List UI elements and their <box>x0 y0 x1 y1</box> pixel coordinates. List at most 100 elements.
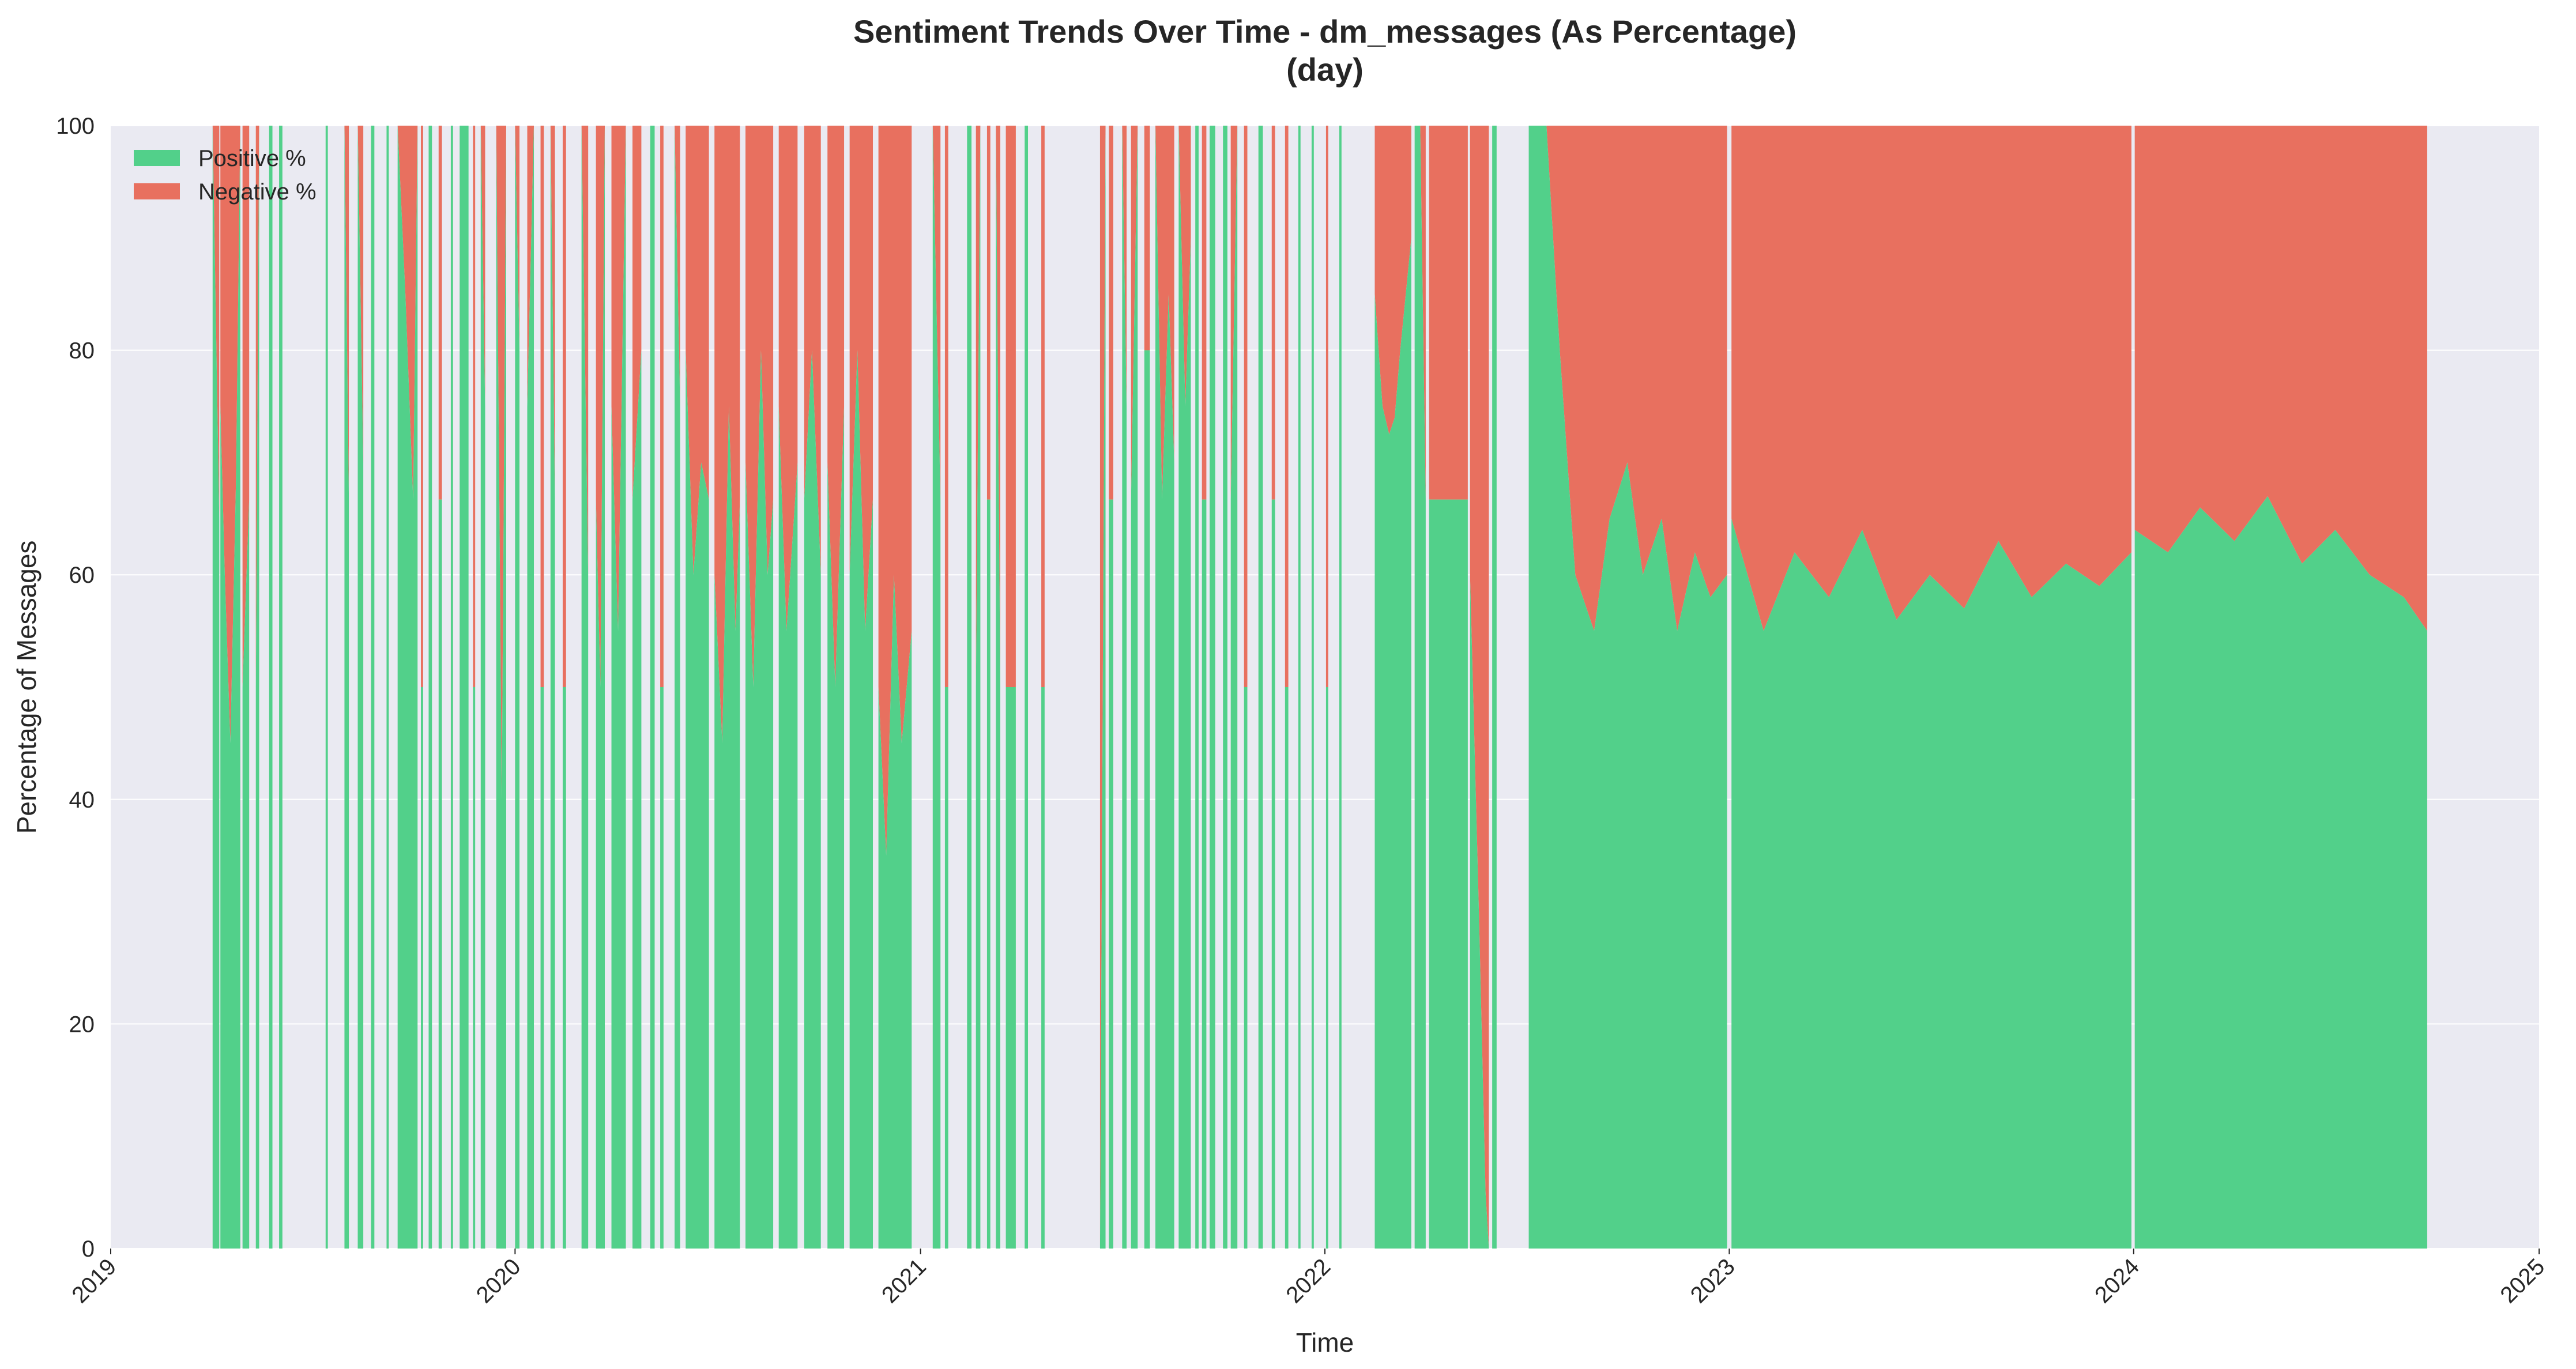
positive-area <box>269 126 273 1249</box>
positive-area <box>827 406 845 1249</box>
positive-area <box>878 575 912 1249</box>
negative-area <box>550 126 555 500</box>
legend-swatch-negative <box>134 183 180 199</box>
negative-area <box>220 126 240 744</box>
positive-area <box>1109 499 1113 1249</box>
x-tick-label: 2021 <box>877 1254 931 1308</box>
y-axis-label: Percentage of Messages <box>12 541 42 834</box>
positive-area <box>220 126 240 1249</box>
positive-area <box>1223 126 1227 1249</box>
positive-area <box>1144 350 1150 1249</box>
legend-label-negative: Negative % <box>198 179 317 205</box>
positive-area <box>1005 687 1016 1249</box>
positive-area <box>1244 687 1248 1249</box>
positive-area <box>515 126 520 1249</box>
x-tick-label: 2025 <box>2495 1254 2549 1308</box>
positive-area <box>1099 126 1106 1249</box>
negative-area <box>632 126 642 500</box>
positive-area <box>1339 126 1342 1249</box>
negative-area <box>986 126 991 500</box>
y-ticks: 0 20 40 60 80 100 <box>56 114 95 1262</box>
positive-area <box>632 350 642 1249</box>
positive-area <box>1155 126 1174 1249</box>
negative-area <box>1470 126 1489 1249</box>
positive-area <box>242 499 250 1249</box>
negative-area <box>878 126 912 856</box>
positive-area <box>1429 499 1468 1249</box>
positive-area <box>1122 126 1127 1249</box>
negative-area <box>1271 126 1275 500</box>
negative-area <box>1041 126 1045 687</box>
x-tick-label: 2023 <box>1686 1254 1740 1308</box>
negative-area <box>562 126 566 687</box>
chart-title: Sentiment Trends Over Time - dm_messages… <box>853 13 1797 50</box>
positive-area <box>1258 126 1263 1249</box>
negative-area <box>527 126 534 406</box>
positive-area <box>1470 575 1489 1249</box>
positive-area <box>1178 126 1191 1249</box>
y-tick-label: 80 <box>69 338 95 364</box>
negative-area <box>1005 126 1016 687</box>
positive-area <box>660 687 664 1249</box>
positive-area <box>527 126 534 1249</box>
negative-area <box>778 126 798 631</box>
y-tick-label: 100 <box>56 114 95 139</box>
positive-area <box>1731 518 2131 1249</box>
negative-area <box>473 126 476 687</box>
negative-area <box>515 126 520 350</box>
chart-subtitle: (day) <box>1286 51 1364 88</box>
positive-area <box>1271 499 1275 1249</box>
positive-area <box>1285 687 1289 1249</box>
positive-area <box>428 126 432 1249</box>
positive-area <box>986 499 991 1249</box>
legend-swatch-positive <box>134 150 180 166</box>
positive-area <box>279 126 283 1249</box>
positive-area <box>686 350 709 1249</box>
negative-area <box>944 126 948 687</box>
positive-area <box>255 126 259 1249</box>
negative-area <box>596 126 605 687</box>
negative-area <box>660 126 664 687</box>
negative-area <box>1178 126 1191 406</box>
positive-area <box>1131 126 1138 1249</box>
negative-area <box>480 126 485 406</box>
y-tick-label: 20 <box>69 1012 95 1037</box>
positive-area <box>675 126 680 1249</box>
positive-area <box>944 687 948 1249</box>
negative-area <box>1374 126 1411 435</box>
negative-area <box>255 126 259 687</box>
negative-area <box>1429 126 1468 500</box>
positive-area <box>849 350 873 1249</box>
positive-area <box>344 126 349 1249</box>
positive-area <box>450 126 453 1249</box>
positive-area <box>967 126 972 1249</box>
negative-area <box>581 126 589 575</box>
negative-area <box>2134 126 2427 631</box>
x-tick-label: 2024 <box>2090 1254 2144 1308</box>
positive-area <box>1230 126 1238 1249</box>
negative-area <box>714 126 740 744</box>
negative-area <box>1244 126 1248 687</box>
positive-area <box>562 687 566 1249</box>
positive-area <box>386 126 389 1249</box>
positive-area <box>804 350 821 1249</box>
x-axis-label: Time <box>1296 1327 1354 1357</box>
positive-area <box>581 126 589 1249</box>
positive-area <box>1210 126 1215 1249</box>
legend: Positive % Negative % <box>134 146 317 205</box>
positive-area <box>1025 126 1029 1249</box>
positive-area <box>1492 126 1497 1249</box>
positive-area <box>1298 126 1301 1249</box>
positive-area <box>371 126 375 1249</box>
x-tick-label: 2022 <box>1281 1254 1335 1308</box>
negative-area <box>1414 126 1426 500</box>
positive-area <box>421 687 423 1249</box>
negative-area <box>242 126 250 687</box>
positive-area <box>1311 126 1314 1249</box>
positive-area <box>397 126 418 1249</box>
positive-area <box>1414 126 1426 1249</box>
data-layer <box>212 126 2427 1249</box>
negative-area <box>1285 126 1289 687</box>
positive-area <box>473 687 476 1249</box>
